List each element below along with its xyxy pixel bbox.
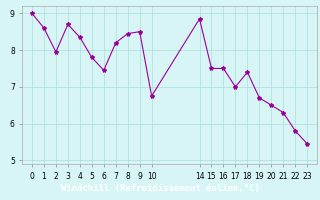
Text: Windchill (Refroidissement éolien,°C): Windchill (Refroidissement éolien,°C) — [60, 184, 260, 193]
